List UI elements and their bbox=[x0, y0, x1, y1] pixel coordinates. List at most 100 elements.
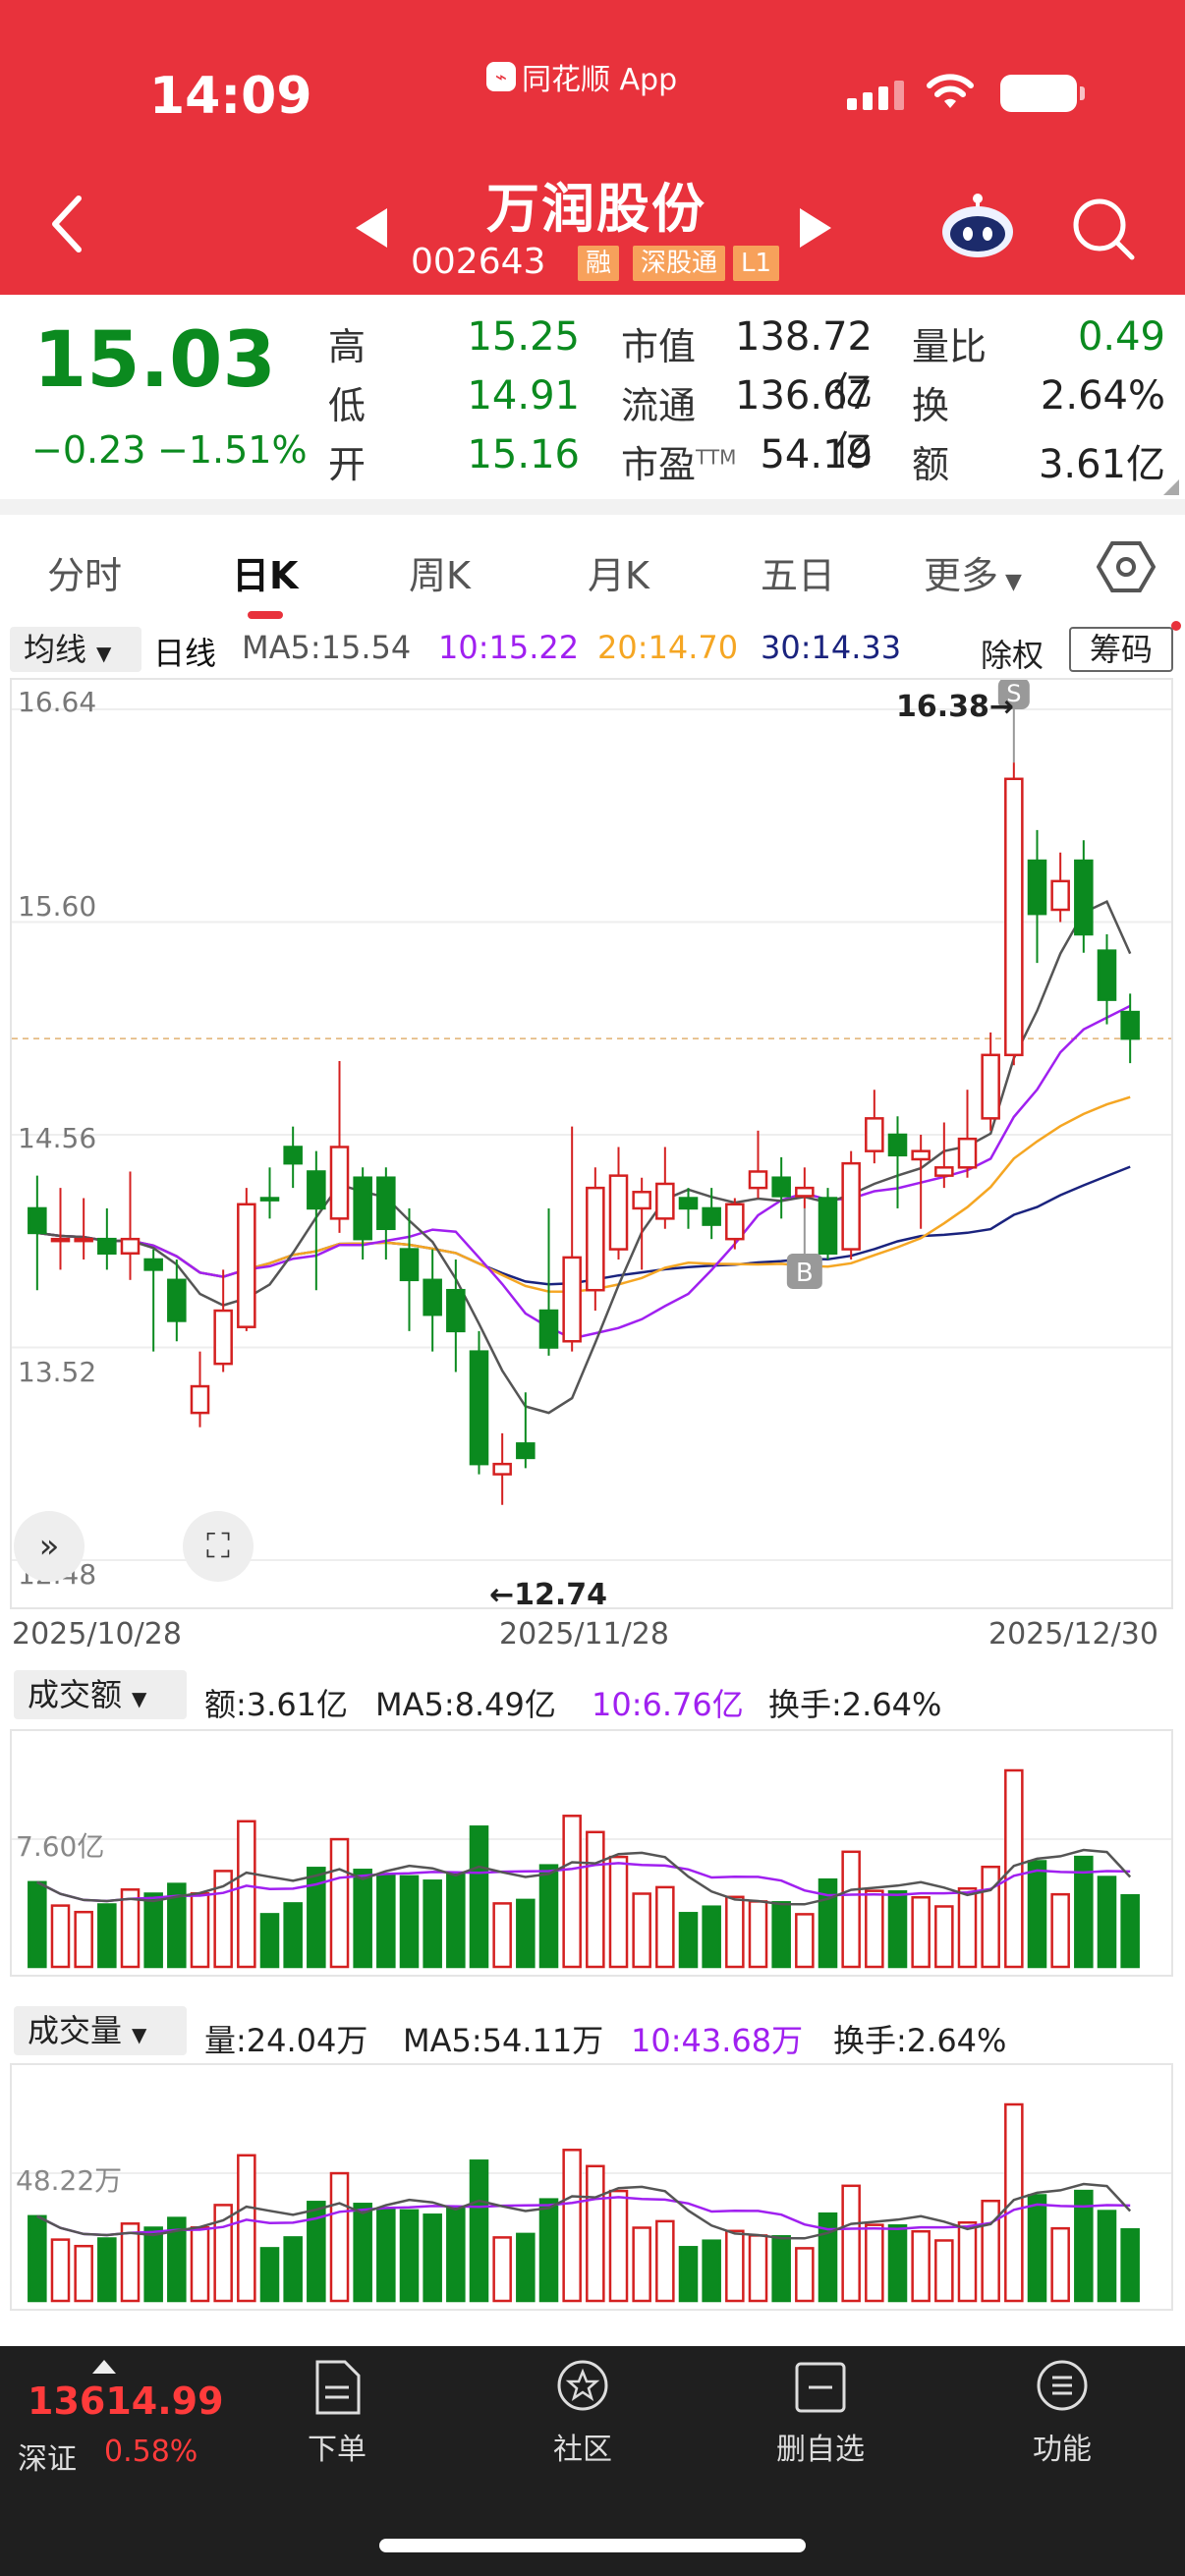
candle-body bbox=[492, 1462, 512, 1476]
settings-hexagon-icon[interactable] bbox=[1097, 540, 1156, 593]
candle-body bbox=[399, 1248, 420, 1282]
stock-name: 万润股份 bbox=[486, 178, 706, 240]
tag-margin: 融 bbox=[578, 246, 620, 281]
adjust-toggle[interactable]: 除权 bbox=[981, 637, 1044, 674]
volume-bar bbox=[1120, 2228, 1140, 2303]
volume-scale-label: 48.22万 bbox=[16, 2164, 123, 2197]
amount-bar bbox=[329, 1837, 350, 1969]
amount-bar bbox=[911, 1895, 931, 1969]
amount-bar bbox=[259, 1913, 280, 1969]
low-value: 14.91 bbox=[467, 373, 580, 419]
candle-body bbox=[237, 1203, 256, 1328]
candle-body bbox=[167, 1278, 187, 1322]
candle-body bbox=[329, 1146, 350, 1220]
volume-bar bbox=[957, 2220, 978, 2303]
expand-corner-icon[interactable] bbox=[1163, 479, 1179, 495]
index-value[interactable]: 13614.99 bbox=[28, 2380, 224, 2423]
candle-body bbox=[143, 1258, 163, 1271]
chevron-down-icon: ▼ bbox=[96, 642, 112, 665]
volume-bar bbox=[74, 2244, 93, 2303]
amount-ma10: 10:6.76亿 bbox=[592, 1686, 744, 1723]
nav-remove-watchlist[interactable]: 删自选 bbox=[747, 2358, 894, 2468]
back-arrow-icon[interactable] bbox=[47, 193, 86, 255]
candle-body bbox=[469, 1350, 489, 1466]
app-indicator[interactable]: ⌁ 同花顺 App bbox=[486, 55, 677, 98]
buy-marker-label: B bbox=[796, 1259, 814, 1288]
volume-bar bbox=[771, 2235, 791, 2303]
volume-bar bbox=[1027, 2194, 1047, 2303]
amount-chart[interactable] bbox=[10, 1729, 1173, 1977]
next-stock-button[interactable] bbox=[800, 208, 831, 248]
candle-body bbox=[376, 1176, 396, 1231]
amount-selector[interactable]: 成交额 ▼ bbox=[14, 1670, 187, 1719]
candle-body bbox=[423, 1278, 442, 1316]
amount-bar bbox=[725, 1895, 745, 1969]
tab-monthly-k[interactable]: 月K bbox=[588, 554, 649, 597]
volume-ma10: 10:43.68万 bbox=[631, 2022, 804, 2059]
volume-chart[interactable] bbox=[10, 2063, 1173, 2311]
amount-bar bbox=[353, 1869, 372, 1969]
amount-bar bbox=[538, 1864, 559, 1969]
amount-bar bbox=[957, 1886, 978, 1969]
volume-bar bbox=[353, 2203, 372, 2303]
amount-bar bbox=[562, 1815, 582, 1969]
turnover-label: 换 bbox=[912, 384, 950, 427]
nav-functions[interactable]: 功能 bbox=[988, 2358, 1136, 2468]
fast-forward-icon[interactable]: » bbox=[14, 1511, 85, 1582]
chevron-down-icon: ▼ bbox=[132, 1687, 147, 1710]
amount-bar bbox=[120, 1888, 141, 1969]
volume-bar bbox=[818, 2212, 838, 2303]
y-tick-label: 16.64 bbox=[18, 686, 97, 718]
volume-selector[interactable]: 成交量 ▼ bbox=[14, 2006, 187, 2055]
volume-bar bbox=[608, 2189, 629, 2303]
tab-more-label: 更多 bbox=[924, 554, 999, 597]
candle-body bbox=[678, 1197, 699, 1210]
app-logo-icon: ⌁ bbox=[486, 62, 516, 91]
volume-bar bbox=[307, 2201, 326, 2303]
candle-body bbox=[213, 1309, 233, 1366]
tab-five-day[interactable]: 五日 bbox=[761, 554, 836, 597]
search-icon[interactable] bbox=[1071, 196, 1136, 261]
nav-functions-label: 功能 bbox=[1033, 2433, 1092, 2467]
indicator-selector[interactable]: 均线 ▼ bbox=[10, 627, 141, 672]
prev-stock-button[interactable] bbox=[356, 208, 387, 248]
volume-bar bbox=[865, 2223, 884, 2303]
candle-body bbox=[725, 1203, 745, 1241]
candle-body bbox=[1004, 777, 1024, 1057]
amount-bar bbox=[74, 1910, 93, 1969]
tab-daily-k[interactable]: 日K bbox=[232, 554, 299, 597]
tab-active-indicator bbox=[248, 611, 283, 619]
tab-more[interactable]: 更多 ▼ bbox=[924, 545, 1022, 599]
amount-bar bbox=[1120, 1894, 1140, 1969]
volume-bar bbox=[516, 2232, 536, 2303]
candle-body bbox=[353, 1176, 372, 1241]
fullscreen-icon[interactable]: ⛶ bbox=[183, 1511, 254, 1582]
volume-bar bbox=[399, 2209, 420, 2303]
volume-bar bbox=[887, 2224, 908, 2303]
amount-bar bbox=[934, 1905, 954, 1969]
app-name-label: 同花顺 App bbox=[522, 63, 678, 97]
tab-intraday[interactable]: 分时 bbox=[47, 554, 123, 597]
pe-value: 54.19 bbox=[760, 432, 873, 477]
ma10-value: 10:15.22 bbox=[438, 629, 580, 666]
volume-bar bbox=[586, 2164, 605, 2303]
status-time: 14:09 bbox=[149, 67, 312, 126]
market-cap-label: 市值 bbox=[621, 325, 697, 368]
volume-bar bbox=[702, 2239, 721, 2303]
volume-bar bbox=[190, 2226, 210, 2303]
price-change: −0.23 bbox=[31, 428, 146, 472]
assistant-robot-icon[interactable] bbox=[938, 193, 1017, 261]
float-cap-value: 136.67亿 bbox=[735, 373, 873, 474]
volume-bar bbox=[934, 2239, 954, 2303]
amount-bar bbox=[492, 1902, 512, 1969]
amount-value: 3.61亿 bbox=[1038, 442, 1165, 487]
nav-community[interactable]: 社区 bbox=[509, 2358, 656, 2468]
amount-bar bbox=[376, 1874, 396, 1969]
y-tick-label: 15.60 bbox=[18, 890, 97, 923]
amount-bar bbox=[748, 1900, 768, 1969]
nav-order[interactable]: 下单 bbox=[263, 2358, 411, 2468]
chips-button[interactable]: 筹码 bbox=[1069, 627, 1173, 672]
amount-bar bbox=[1004, 1768, 1024, 1969]
tab-weekly-k[interactable]: 周K bbox=[409, 554, 471, 597]
